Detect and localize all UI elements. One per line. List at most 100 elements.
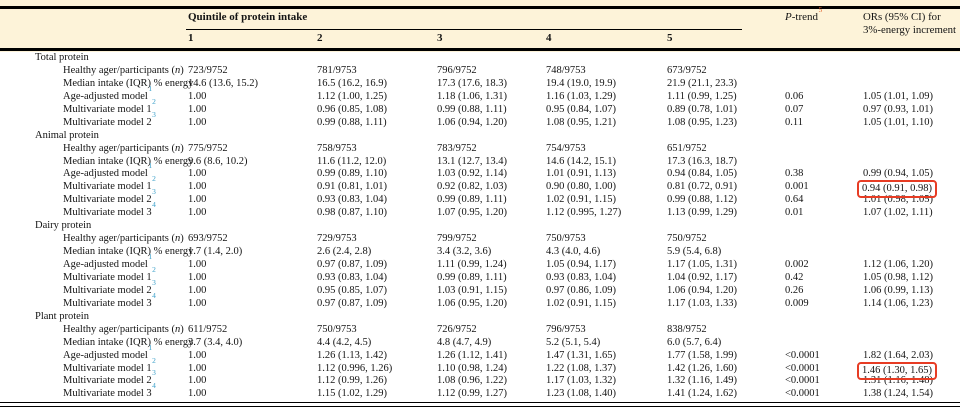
cell-q3: 799/9752 bbox=[437, 233, 477, 245]
table-row: Median intake (IQR) % energy 14.6 (13.6, … bbox=[0, 78, 960, 91]
cell-q2: 758/9753 bbox=[317, 142, 357, 154]
footnote-marker: 1 bbox=[148, 161, 153, 171]
cell-or bbox=[863, 324, 960, 337]
cell-ptrend: 0.11 bbox=[785, 116, 803, 128]
table-row: Median intake (IQR) % energy 1.7 (1.4, 2.… bbox=[0, 246, 960, 259]
cell-q1: 3.7 (3.4, 4.0) bbox=[188, 336, 243, 348]
cell-or: 1.05 (1.01, 1.09) bbox=[863, 90, 933, 102]
cell-q5: 1.08 (0.95, 1.23) bbox=[667, 116, 737, 128]
cell-q2: 1.12 (0.996, 1.26) bbox=[317, 362, 393, 374]
table-row: Median intake (IQR) % energy 9.6 (8.6, 10… bbox=[0, 156, 960, 169]
footnote-marker: 3 bbox=[152, 277, 156, 287]
cell-or: 1.14 (1.06, 1.23) bbox=[863, 297, 933, 309]
row-label: Multivariate model 23 bbox=[63, 109, 156, 128]
table-row: Age-adjusted model1 1.00 0.99 (0.89, 1.10)… bbox=[0, 162, 960, 181]
ptrend-header-label: P-trend5 bbox=[785, 6, 822, 23]
cell-q3: 783/9752 bbox=[437, 142, 477, 154]
section-title: Plant protein bbox=[35, 310, 89, 322]
row-label: Age-adjusted model1 bbox=[63, 342, 153, 361]
cell-q3: 1.18 (1.06, 1.31) bbox=[437, 90, 507, 102]
table-row: Multivariate model 12 1.00 1.12 (0.996, 1.… bbox=[0, 356, 960, 380]
cell-q4: 0.90 (0.80, 1.00) bbox=[546, 181, 616, 193]
or-header-label: ORs (95% CI) for 3%-energy increment bbox=[863, 11, 956, 37]
cell-ptrend: 0.009 bbox=[785, 297, 809, 309]
cell-q2: 729/9753 bbox=[317, 233, 357, 245]
row-label: Multivariate model 12 bbox=[63, 96, 156, 115]
bottom-rule-2 bbox=[0, 405, 960, 408]
cell-or: 1.38 (1.24, 1.54) bbox=[863, 388, 933, 400]
footnote-marker: 4 bbox=[152, 200, 156, 210]
cell-q1: 1.00 bbox=[188, 259, 207, 270]
cell-q5: 21.9 (21.1, 23.3) bbox=[667, 77, 737, 89]
cell-q4: 1.17 (1.03, 1.32) bbox=[546, 375, 616, 387]
cell-q4: 1.47 (1.31, 1.65) bbox=[546, 349, 616, 361]
cell-q2: 1.26 (1.13, 1.42) bbox=[317, 349, 387, 361]
cell-q5: 673/9752 bbox=[667, 64, 707, 76]
footnote-marker: 3 bbox=[152, 368, 156, 378]
ptrend-p-italic: P bbox=[785, 11, 792, 23]
cell-or: 0.99 (0.94, 1.05) bbox=[863, 168, 933, 180]
cell-q1: 1.00 bbox=[188, 362, 207, 374]
cell-q4: 1.23 (1.08, 1.40) bbox=[546, 388, 616, 400]
cell-q5: 6.0 (5.7, 6.4) bbox=[667, 336, 722, 348]
cell-q1: 1.00 bbox=[188, 103, 207, 115]
cell-q4: 1.05 (0.94, 1.17) bbox=[546, 259, 616, 270]
row-label: Multivariate model 23 bbox=[63, 368, 156, 387]
highlight-box: 0.94 (0.91, 0.98) bbox=[857, 180, 937, 199]
section-title: Dairy protein bbox=[35, 220, 92, 232]
cell-or bbox=[863, 78, 960, 91]
cell-or bbox=[863, 337, 960, 350]
cell-q3: 13.1 (12.7, 13.4) bbox=[437, 155, 507, 167]
table-body: Total protein Healthy ager/participants (… bbox=[0, 52, 960, 401]
cell-ptrend bbox=[785, 324, 863, 337]
cell-q1: 775/9752 bbox=[188, 142, 228, 154]
footnote-marker: 2 bbox=[152, 355, 156, 365]
cell-ptrend: 0.06 bbox=[785, 90, 804, 102]
cell-q1: 1.00 bbox=[188, 90, 207, 102]
cell-ptrend: <0.0001 bbox=[785, 362, 820, 374]
cell-q5: 1.17 (1.03, 1.33) bbox=[667, 297, 737, 309]
table-row: Age-adjusted model1 1.00 0.97 (0.87, 1.09)… bbox=[0, 253, 960, 272]
cell-q3: 1.07 (0.95, 1.20) bbox=[437, 207, 507, 219]
table-row: Age-adjusted model1 1.00 1.12 (1.00, 1.25)… bbox=[0, 85, 960, 104]
cell-or: 1.05 (0.98, 1.12) bbox=[863, 271, 933, 283]
cell-ptrend: <0.0001 bbox=[785, 375, 820, 387]
cell-q4: 1.02 (0.91, 1.15) bbox=[546, 194, 616, 206]
table-row: Healthy ager/participants (n) 775/9752 758… bbox=[0, 143, 960, 156]
cell-q2: 0.99 (0.88, 1.11) bbox=[317, 116, 387, 128]
table-row: Multivariate model 23 1.00 0.99 (0.88, 1.1… bbox=[0, 109, 960, 130]
cell-ptrend: 0.01 bbox=[785, 207, 804, 219]
row-label: Multivariate model 12 bbox=[63, 355, 156, 374]
quintile-col-header-2: 2 bbox=[317, 32, 323, 44]
cell-q1: 693/9752 bbox=[188, 233, 228, 245]
cell-q5: 5.9 (5.4, 6.8) bbox=[667, 246, 722, 258]
row-label: Multivariate model 23 bbox=[63, 187, 156, 206]
row-label: Multivariate model 23 bbox=[63, 277, 156, 296]
row-label: Multivariate model 34 bbox=[63, 290, 156, 309]
cell-or: 1.05 (1.01, 1.10) bbox=[863, 116, 933, 128]
cell-q4: 1.02 (0.91, 1.15) bbox=[546, 297, 616, 309]
cell-q5: 1.42 (1.26, 1.60) bbox=[667, 362, 737, 374]
cell-q4: 5.2 (5.1, 5.4) bbox=[546, 336, 601, 348]
cell-q3: 0.99 (0.89, 1.11) bbox=[437, 194, 507, 206]
cell-q5: 1.06 (0.94, 1.20) bbox=[667, 284, 737, 296]
cell-ptrend bbox=[785, 337, 863, 350]
cell-q1: 1.00 bbox=[188, 181, 207, 193]
top-rule bbox=[0, 6, 960, 9]
cell-or: 0.97 (0.93, 1.01) bbox=[863, 103, 933, 115]
cell-q2: 0.97 (0.87, 1.09) bbox=[317, 297, 387, 309]
cell-q5: 838/9752 bbox=[667, 323, 707, 335]
table-row: Multivariate model 12 1.00 0.91 (0.81, 1.0… bbox=[0, 175, 960, 199]
cell-q2: 0.95 (0.85, 1.07) bbox=[317, 284, 387, 296]
cell-q1: 723/9752 bbox=[188, 64, 228, 76]
cell-q2: 0.97 (0.87, 1.09) bbox=[317, 259, 387, 270]
table-row: Multivariate model 23 1.00 0.93 (0.83, 1.0… bbox=[0, 187, 960, 207]
highlight-box: 1.46 (1.30, 1.65) bbox=[857, 361, 937, 380]
cell-q2: 4.4 (4.2, 4.5) bbox=[317, 336, 372, 348]
cell-ptrend: 0.002 bbox=[785, 259, 809, 270]
cell-q5: 750/9752 bbox=[667, 233, 707, 245]
table-row: Multivariate model 12 1.00 0.96 (0.85, 1.0… bbox=[0, 96, 960, 117]
table-row: Multivariate model 23 1.00 1.12 (0.99, 1.2… bbox=[0, 368, 960, 388]
cell-q4: 1.22 (1.08, 1.37) bbox=[546, 362, 616, 374]
cell-q1: 14.6 (13.6, 15.2) bbox=[188, 77, 258, 89]
